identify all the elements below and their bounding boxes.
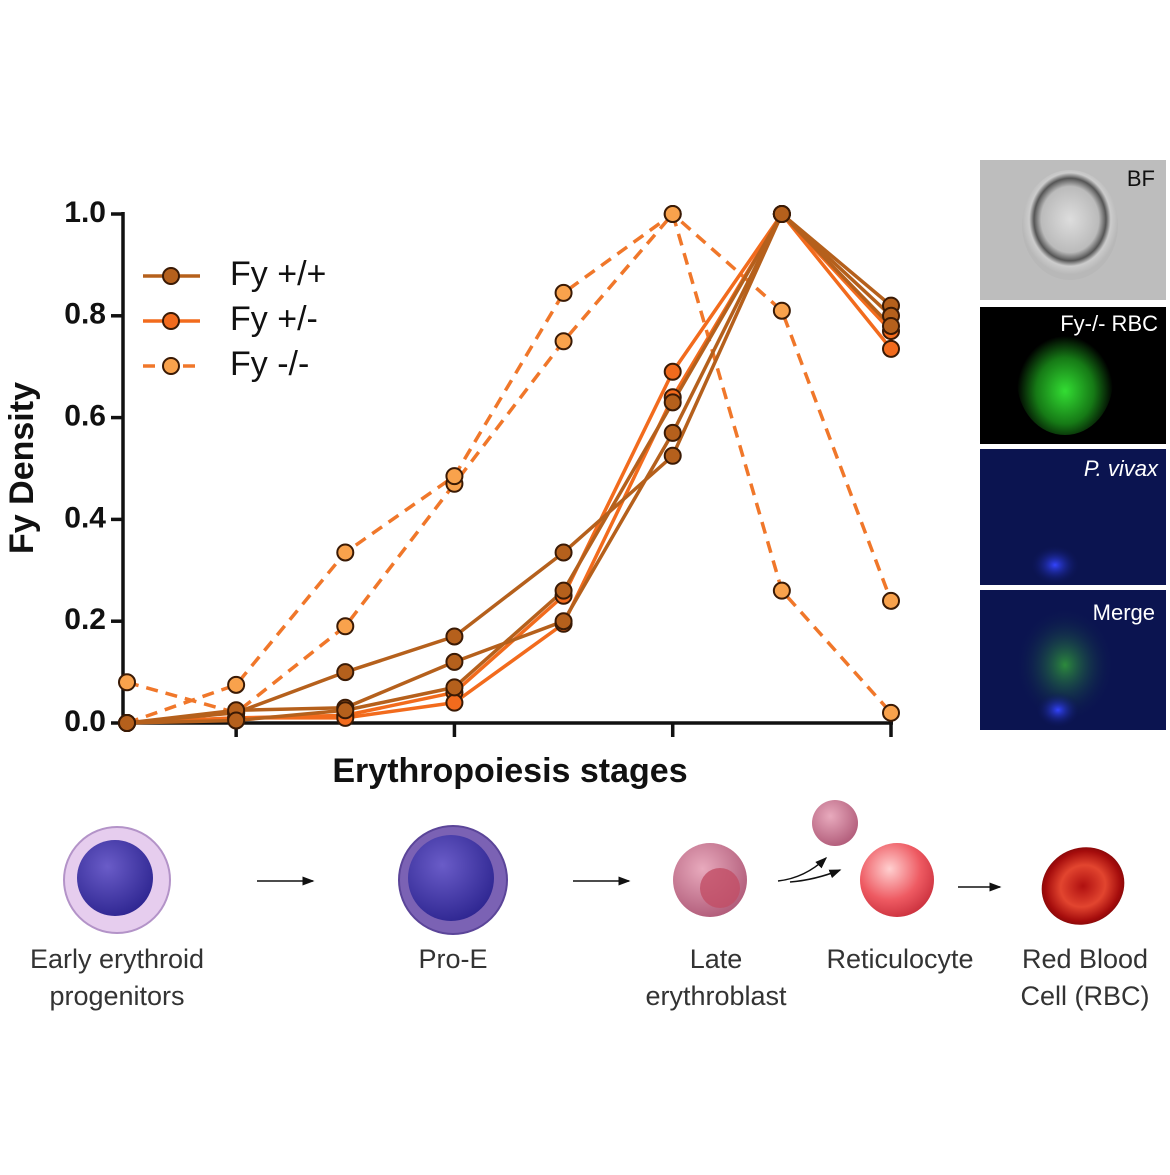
data-point xyxy=(554,581,573,600)
merge-spot xyxy=(1036,692,1080,728)
x-axis-label: Erythropoiesis stages xyxy=(332,752,687,790)
data-point xyxy=(227,711,246,730)
legend-marker xyxy=(162,357,180,375)
data-point xyxy=(227,675,246,694)
stage-label: Reticulocyte xyxy=(826,944,973,974)
data-point xyxy=(445,627,464,646)
stage-label: Early erythroid xyxy=(30,944,204,974)
y-tick-label: 0.4 xyxy=(64,501,106,534)
data-point xyxy=(445,678,464,697)
data-point xyxy=(663,205,682,223)
data-point xyxy=(882,339,900,358)
stage-label: Late xyxy=(690,944,743,974)
data-point xyxy=(772,301,791,320)
legend-label: Fy +/+ xyxy=(230,255,326,293)
data-point xyxy=(663,423,682,442)
data-point xyxy=(663,362,682,381)
data-point xyxy=(663,446,682,465)
stages: Early erythroid progenitors Pro-E Late e… xyxy=(30,800,1150,1011)
panel-label: BF xyxy=(1127,166,1155,191)
y-tick-label: 0.0 xyxy=(64,705,106,738)
data-point xyxy=(882,316,900,335)
data-point xyxy=(663,393,682,412)
data-point xyxy=(336,543,355,562)
stage-label: Pro-E xyxy=(418,944,487,974)
data-point xyxy=(336,701,355,720)
y-axis-label: Fy Density xyxy=(3,382,41,554)
data-point xyxy=(336,617,355,636)
nucleus xyxy=(812,800,858,846)
fy-cell xyxy=(1017,325,1113,435)
data-point xyxy=(882,703,900,722)
stage-label: progenitors xyxy=(49,981,184,1011)
data-point xyxy=(118,673,136,692)
nucleus xyxy=(700,868,740,908)
data-point xyxy=(554,283,573,302)
panel-label: Merge xyxy=(1093,600,1155,625)
y-tick-label: 0.2 xyxy=(64,603,106,636)
data-point xyxy=(445,652,464,671)
data-point xyxy=(554,332,573,351)
pv-spot xyxy=(1030,545,1080,585)
arrow xyxy=(789,869,842,883)
nucleus xyxy=(77,840,153,916)
data-point xyxy=(554,543,573,562)
y-tick-label: 0.8 xyxy=(64,298,106,331)
data-point xyxy=(118,714,136,732)
data-point xyxy=(772,205,791,223)
stage-label: erythroblast xyxy=(645,981,787,1011)
arrow xyxy=(777,856,828,882)
data-point xyxy=(554,612,573,631)
series-line xyxy=(126,212,893,725)
stage-label: Red Blood xyxy=(1022,944,1148,974)
y-tick-label: 1.0 xyxy=(64,196,106,229)
plot: 0.0 0.2 0.4 0.6 0.8 1.0 Erythropoiesis stages F… xyxy=(3,196,900,790)
cell xyxy=(860,843,934,917)
data-point xyxy=(882,591,900,610)
y-tick-label: 0.6 xyxy=(64,400,106,433)
series-line xyxy=(126,212,893,725)
legend-marker xyxy=(162,267,180,285)
legend-label: Fy +/- xyxy=(230,300,318,338)
series-line xyxy=(126,212,893,725)
legend-marker xyxy=(162,312,180,330)
cell xyxy=(1041,847,1125,925)
data-point xyxy=(445,467,464,486)
legend-label: Fy -/- xyxy=(230,345,309,383)
data-point xyxy=(772,581,791,600)
panel-label: Fy-/- RBC xyxy=(1060,311,1158,336)
panel-label: P. vivax xyxy=(1084,456,1159,481)
series-line xyxy=(126,212,893,715)
micrographs: BF Fy-/- RBC P. vivax Merge xyxy=(980,160,1166,730)
merge-cell xyxy=(1015,607,1115,723)
nucleus xyxy=(408,835,494,921)
data-point xyxy=(445,693,464,712)
stage-label: Cell (RBC) xyxy=(1020,981,1149,1011)
data-point xyxy=(336,663,355,682)
bf-cell xyxy=(1022,170,1118,280)
